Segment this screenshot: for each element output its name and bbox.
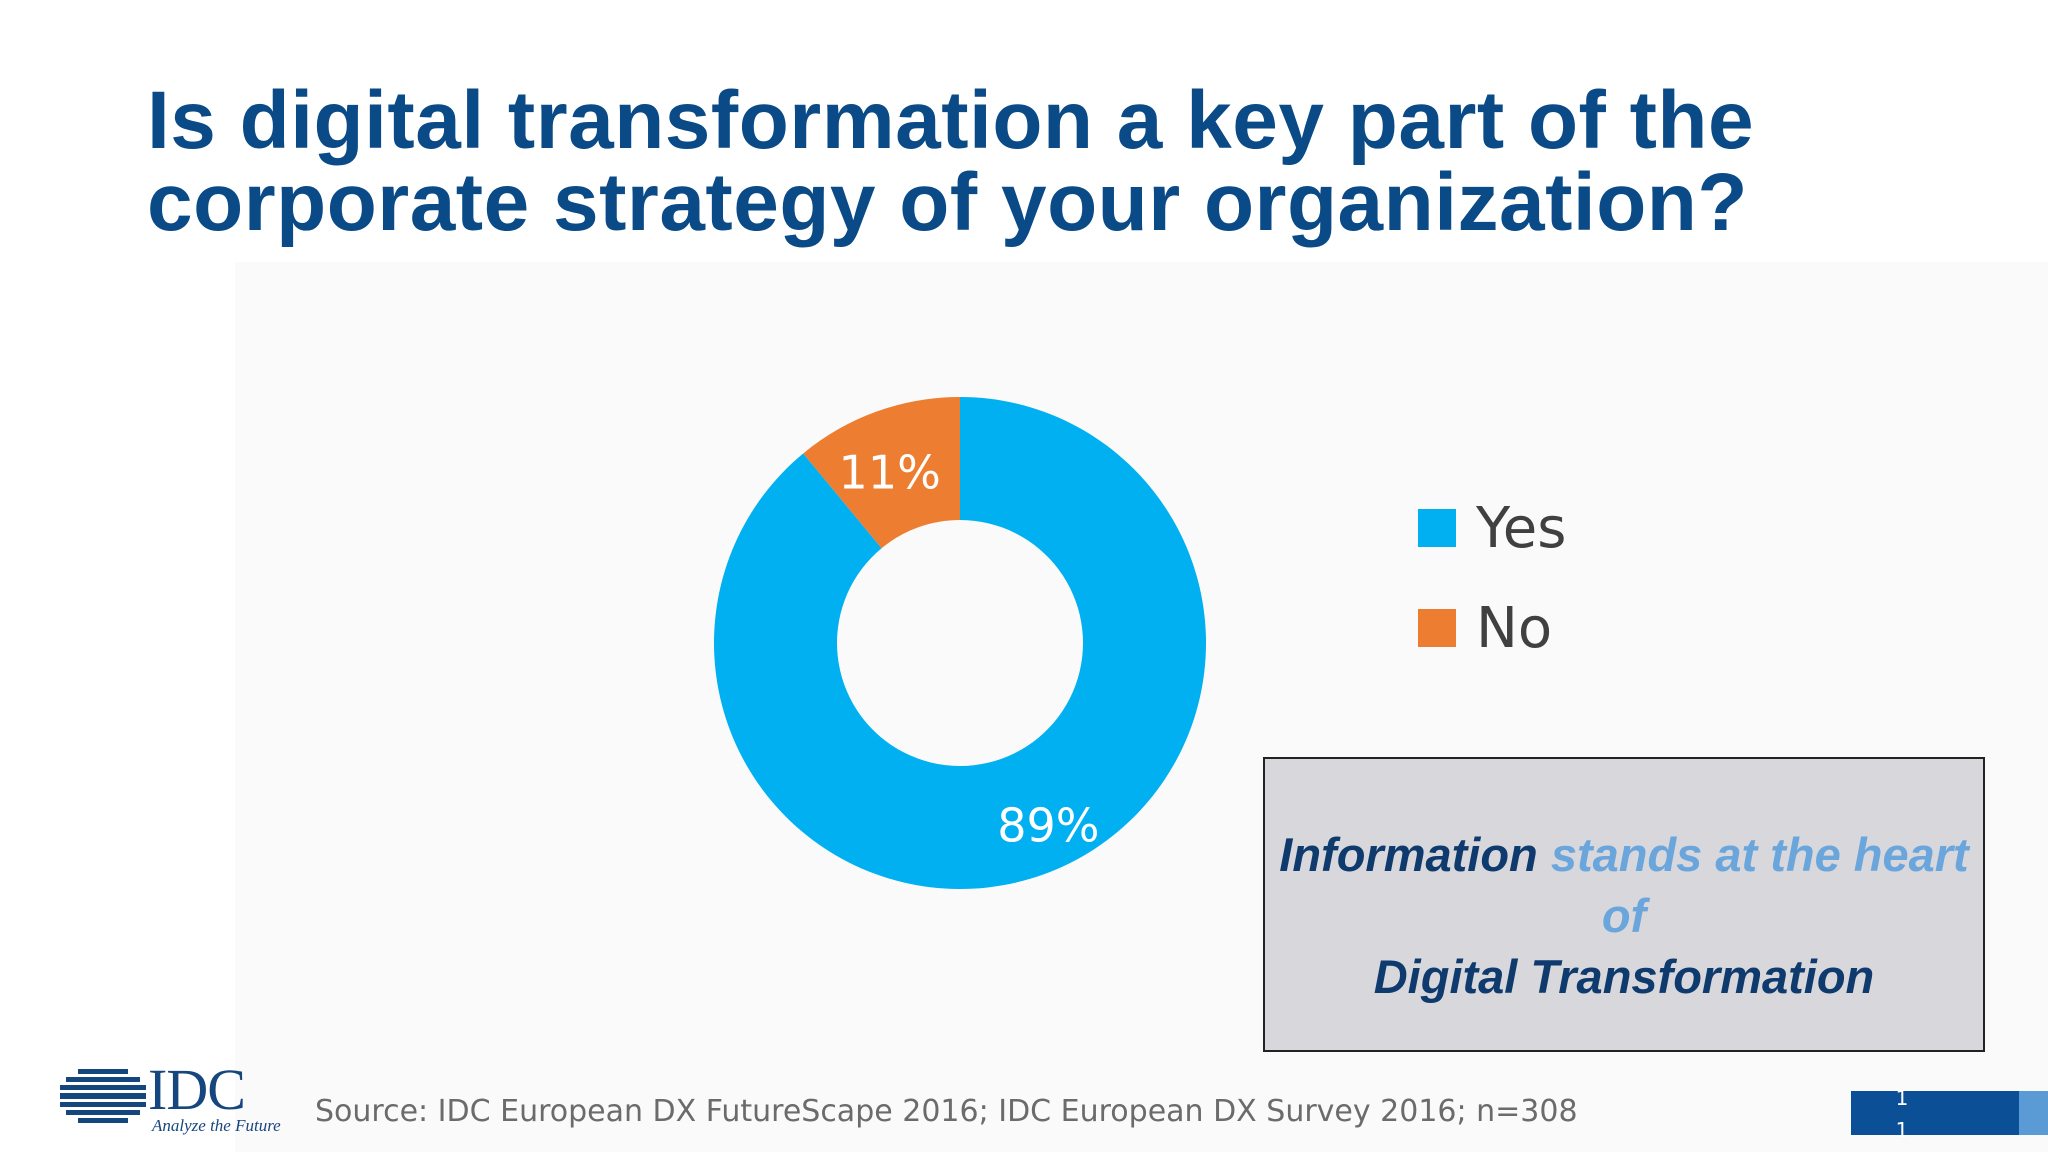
legend-swatch-yes (1418, 509, 1456, 547)
callout-box: Information stands at the heart of Digit… (1263, 757, 1985, 1052)
legend-item-yes: Yes (1418, 478, 1566, 578)
legend-label-yes: Yes (1476, 495, 1567, 561)
callout-emphasis-information: Information (1279, 828, 1538, 881)
logo-wordmark: IDC (148, 1057, 246, 1122)
callout-text: Information stands at the heart of Digit… (1265, 802, 1983, 1007)
callout-connector-text: stands at the heart of (1537, 828, 1969, 942)
chart-legend: Yes No (1418, 478, 1566, 678)
data-label-no: 11% (839, 445, 941, 499)
title-line-2: corporate strategy of your organization? (147, 157, 1748, 248)
legend-label-no: No (1476, 595, 1553, 661)
legend-item-no: No (1418, 578, 1566, 678)
callout-emphasis-digital-transformation: Digital Transformation (1373, 950, 1875, 1003)
logo-tagline: Analyze the Future (152, 1116, 281, 1135)
donut-slice-yes (714, 397, 1206, 889)
source-note: Source: IDC European DX FutureScape 2016… (315, 1094, 1578, 1129)
page-number-bar (1851, 1091, 2019, 1135)
data-label-yes: 89% (997, 799, 1099, 853)
donut-slice-no (803, 397, 960, 549)
title-line-1: Is digital transformation a key part of … (147, 75, 1755, 166)
slide-title: Is digital transformation a key part of … (147, 80, 2007, 244)
page-number: 1 1 (1895, 1086, 1909, 1142)
page-bar-accent (2019, 1091, 2048, 1135)
idc-logo: IDC Analyze the Future (60, 1057, 290, 1140)
globe-icon (60, 1069, 146, 1123)
legend-swatch-no (1418, 609, 1456, 647)
